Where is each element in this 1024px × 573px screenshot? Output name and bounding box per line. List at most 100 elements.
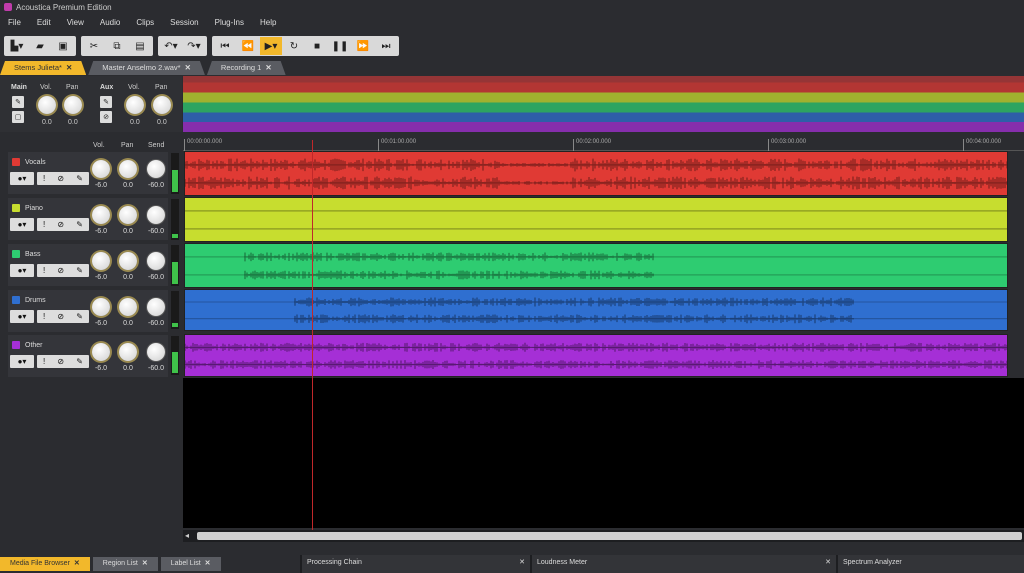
plugin-icon[interactable]: ✎ [12, 96, 24, 108]
record-mode-button[interactable]: ●▾ [10, 355, 34, 368]
redo-icon[interactable]: ↷▾ [187, 40, 201, 52]
plugin-icon[interactable]: ✎ [76, 266, 83, 275]
track-header-piano[interactable]: Piano ●▾! ⊘ ✎ -6.0 0.0 -60.0 [8, 198, 168, 240]
plugin-icon[interactable]: ✎ [100, 96, 112, 108]
close-icon[interactable]: ✕ [265, 63, 272, 72]
new-file-icon[interactable]: ▙▾ [10, 40, 24, 52]
mute-icon[interactable]: ⊘ [57, 357, 65, 366]
menu-plugins[interactable]: Plug-Ins [214, 18, 244, 27]
aux-pan-knob[interactable] [153, 96, 171, 114]
doc-tab[interactable]: Stems Julieta* ✕ [0, 61, 86, 75]
track-header-other[interactable]: Other ●▾! ⊘ ✎ -6.0 0.0 -60.0 [8, 335, 168, 377]
loop-icon[interactable]: ↻ [289, 40, 299, 52]
cut-icon[interactable]: ✂ [89, 40, 99, 52]
track-name[interactable]: Other [25, 341, 43, 349]
track-send-knob[interactable] [147, 298, 165, 316]
close-icon[interactable]: ✕ [519, 559, 525, 566]
timeline-ruler[interactable]: 00:00:00.000 00:01:00.000 00:02:00.000 0… [183, 137, 1024, 151]
track-pan-knob[interactable] [119, 298, 137, 316]
track-color-swatch[interactable] [12, 204, 20, 212]
horizontal-scrollbar[interactable]: ◂ [183, 530, 1024, 542]
doc-tab[interactable]: Recording 1 ✕ [207, 61, 286, 75]
menu-file[interactable]: File [8, 18, 21, 27]
track-volume-knob[interactable] [92, 343, 110, 361]
track-pan-knob[interactable] [119, 343, 137, 361]
plugin-icon[interactable]: ✎ [76, 220, 83, 229]
track-name[interactable]: Drums [25, 296, 46, 304]
track-color-swatch[interactable] [12, 158, 20, 166]
track-pan-knob[interactable] [119, 252, 137, 270]
track-header-drums[interactable]: Drums ●▾! ⊘ ✎ -6.0 0.0 -60.0 [8, 290, 168, 332]
audio-clip-vocals[interactable] [184, 151, 1010, 196]
track-pan-knob[interactable] [119, 206, 137, 224]
aux-volume-knob[interactable] [126, 96, 144, 114]
solo-icon[interactable]: ! [43, 174, 46, 183]
track-name[interactable]: Piano [25, 204, 43, 212]
solo-icon[interactable]: ! [43, 312, 46, 321]
scroll-left-icon[interactable]: ◂ [185, 531, 190, 540]
track-color-swatch[interactable] [12, 341, 20, 349]
open-folder-icon[interactable]: ▰ [36, 40, 44, 52]
mute-icon[interactable]: ⊘ [57, 174, 65, 183]
audio-clip-drums[interactable] [184, 289, 1008, 331]
track-send-knob[interactable] [147, 252, 165, 270]
track-volume-knob[interactable] [92, 206, 110, 224]
main-pan-knob[interactable] [64, 96, 82, 114]
track-header-bass[interactable]: Bass ●▾! ⊘ ✎ -6.0 0.0 -60.0 [8, 244, 168, 286]
track-name[interactable]: Bass [25, 250, 41, 258]
track-name[interactable]: Vocals [25, 158, 46, 166]
fast-forward-icon[interactable]: ⏩ [356, 40, 370, 52]
menu-edit[interactable]: Edit [36, 18, 51, 27]
clipboard-icon[interactable]: ▢ [12, 111, 24, 123]
mute-icon[interactable]: ⊘ [57, 220, 65, 229]
scrollbar-thumb[interactable] [197, 532, 1022, 540]
menu-help[interactable]: Help [259, 18, 277, 27]
plugin-icon[interactable]: ✎ [76, 357, 83, 366]
tab-label-list[interactable]: Label List ✕ [160, 557, 221, 571]
track-send-knob[interactable] [147, 206, 165, 224]
solo-icon[interactable]: ! [43, 220, 46, 229]
menu-clips[interactable]: Clips [136, 18, 155, 27]
playhead[interactable] [312, 140, 313, 530]
paste-icon[interactable]: ▤ [135, 40, 145, 52]
copy-icon[interactable]: ⧉ [113, 40, 121, 52]
menu-session[interactable]: Session [170, 18, 199, 27]
track-volume-knob[interactable] [92, 252, 110, 270]
bypass-icon[interactable]: ⊘ [100, 111, 112, 123]
mute-icon[interactable]: ⊘ [57, 266, 65, 275]
track-color-swatch[interactable] [12, 250, 20, 258]
plugin-icon[interactable]: ✎ [76, 312, 83, 321]
record-mode-button[interactable]: ●▾ [10, 310, 34, 323]
menu-audio[interactable]: Audio [99, 18, 121, 27]
record-mode-button[interactable]: ●▾ [10, 218, 34, 231]
close-icon[interactable]: ✕ [825, 559, 831, 566]
track-send-knob[interactable] [147, 343, 165, 361]
tab-region-list[interactable]: Region List ✕ [92, 557, 158, 571]
solo-icon[interactable]: ! [43, 357, 46, 366]
save-icon[interactable]: ▣ [58, 40, 68, 52]
mute-icon[interactable]: ⊘ [57, 312, 65, 321]
go-to-end-icon[interactable]: ⏭ [381, 40, 391, 52]
close-icon[interactable]: ✕ [204, 560, 211, 567]
go-to-start-icon[interactable]: ⏮ [220, 40, 230, 52]
stop-icon[interactable]: ■ [313, 40, 321, 52]
audio-clip-bass[interactable] [184, 243, 1008, 288]
track-pan-knob[interactable] [119, 160, 137, 178]
track-volume-knob[interactable] [92, 298, 110, 316]
audio-clip-other[interactable] [184, 334, 1010, 377]
doc-tab[interactable]: Master Anselmo 2.wav* ✕ [88, 61, 205, 75]
audio-clip-piano[interactable] [184, 197, 1010, 242]
pause-icon[interactable]: ❚❚ [331, 40, 349, 52]
track-volume-knob[interactable] [92, 160, 110, 178]
close-icon[interactable]: ✕ [141, 560, 148, 567]
track-color-swatch[interactable] [12, 296, 20, 304]
plugin-icon[interactable]: ✎ [76, 174, 83, 183]
track-send-knob[interactable] [147, 160, 165, 178]
session-overview[interactable] [183, 76, 1024, 132]
main-volume-knob[interactable] [38, 96, 56, 114]
record-mode-button[interactable]: ●▾ [10, 172, 34, 185]
undo-icon[interactable]: ↶▾ [164, 40, 178, 52]
play-icon[interactable]: ▶▾ [260, 37, 282, 55]
tab-media-file-browser[interactable]: Media File Browser ✕ [0, 557, 90, 571]
close-icon[interactable]: ✕ [73, 560, 80, 567]
